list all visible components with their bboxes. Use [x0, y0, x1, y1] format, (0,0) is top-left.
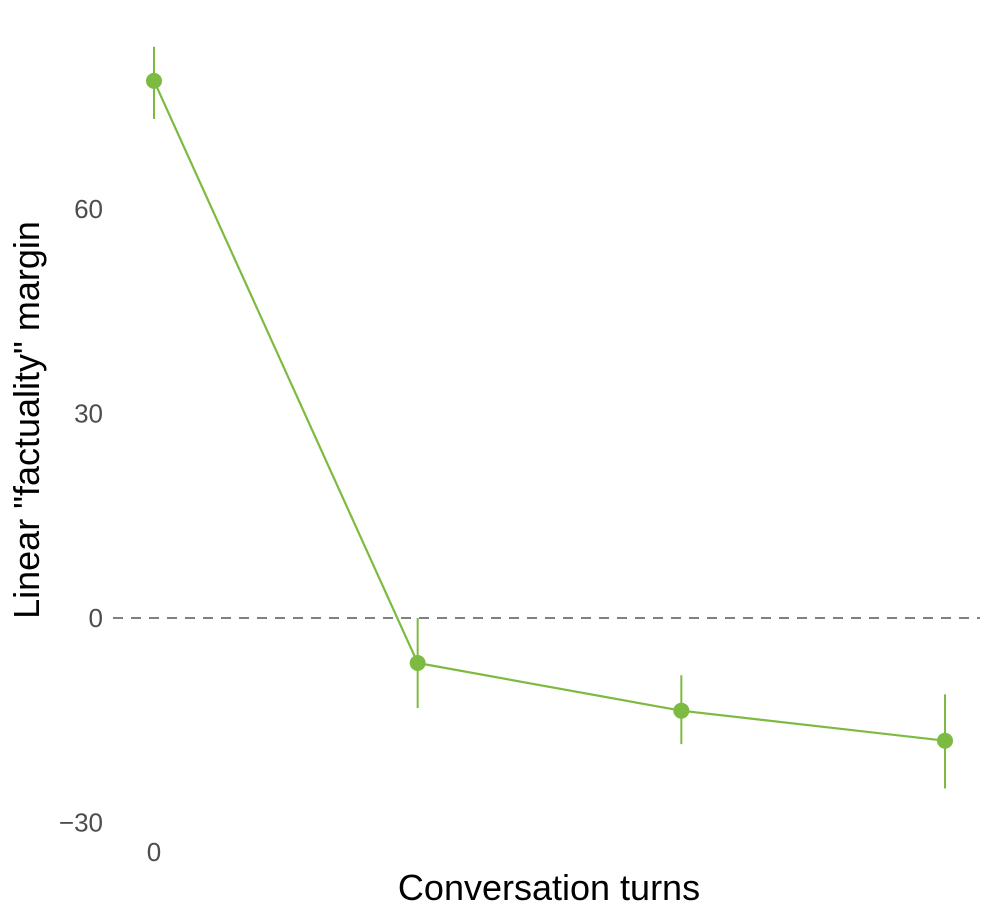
- data-point: [146, 72, 162, 89]
- data-point: [937, 732, 953, 749]
- data-point-layer: [146, 72, 953, 749]
- error-bar-layer: [153, 46, 946, 789]
- x-tick-label: 0: [147, 837, 161, 867]
- data-point: [673, 702, 690, 719]
- y-tick-label: 30: [74, 399, 103, 429]
- data-point: [409, 654, 426, 671]
- x-axis-title: Conversation turns: [398, 867, 700, 908]
- y-tick-label: 0: [89, 603, 103, 633]
- y-tick-label: 60: [74, 194, 103, 224]
- x-tick-label-layer: 0: [147, 837, 161, 867]
- y-tick-label-layer: −30 0 30 60: [59, 194, 103, 838]
- y-tick-label: −30: [59, 808, 103, 838]
- series-line: [152, 80, 946, 742]
- series-line-layer: [152, 80, 946, 742]
- y-axis-title: Linear "factuality" margin: [6, 221, 47, 619]
